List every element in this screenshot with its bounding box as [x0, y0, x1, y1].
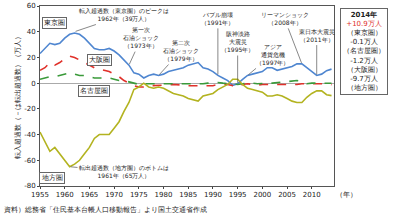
svg-text:20: 20 — [27, 54, 36, 62]
svg-text:転入超過数（東京圏）のピークは1962年（39万人）: 転入超過数（東京圏）のピークは1962年（39万人） — [79, 7, 169, 23]
svg-text:-60: -60 — [24, 157, 35, 165]
svg-text:アジア通貨危機（1997年）: アジア通貨危機（1997年） — [256, 43, 289, 67]
svg-text:1980: 1980 — [155, 191, 173, 199]
svg-text:阪神淡路大震災（1995年）: 阪神淡路大震災（1995年） — [221, 30, 254, 54]
svg-text:名古屋圏: 名古屋圏 — [80, 87, 108, 95]
svg-text:60: 60 — [27, 2, 36, 10]
svg-text:第二次石油ショック（1979年）: 第二次石油ショック（1979年） — [163, 39, 199, 63]
svg-text:2005: 2005 — [278, 191, 296, 199]
svg-text:1985: 1985 — [179, 191, 197, 199]
svg-text:大阪圏: 大阪圏 — [89, 56, 110, 64]
svg-text:2010: 2010 — [303, 191, 321, 199]
svg-text:2000: 2000 — [253, 191, 271, 199]
svg-text:40: 40 — [27, 28, 36, 36]
svg-text:第一次石油ショック（1973年）: 第一次石油ショック（1973年） — [123, 26, 159, 50]
svg-text:資料）総務省「住民基本台帳人口移動報告」より国土交通省作成: 資料）総務省「住民基本台帳人口移動報告」より国土交通省作成 — [4, 206, 207, 214]
svg-text:1955: 1955 — [31, 191, 49, 199]
svg-text:バブル崩壊（1991年）: バブル崩壊（1991年） — [201, 11, 234, 27]
svg-text:転入超過数（－は転出超過数）（万人）: 転入超過数（－は転出超過数）（万人） — [14, 33, 22, 159]
svg-text:-80: -80 — [24, 182, 35, 190]
svg-text:2014年+10.9万人（東京圏）-0.1万人（名古屋圏）-: 2014年+10.9万人（東京圏）-0.1万人（名古屋圏）-1.2万人（大阪圏）… — [343, 11, 385, 92]
svg-text:1960: 1960 — [56, 191, 74, 199]
svg-text:1995: 1995 — [229, 191, 247, 199]
svg-text:0: 0 — [31, 80, 35, 88]
svg-text:-40: -40 — [24, 131, 35, 139]
svg-text:1990: 1990 — [204, 191, 222, 199]
svg-text:東京圏: 東京圏 — [44, 19, 65, 27]
svg-text:-20: -20 — [24, 105, 35, 113]
svg-text:（年）: （年） — [336, 191, 357, 199]
svg-text:東日本大震災（2011年）: 東日本大震災（2011年） — [299, 28, 335, 44]
svg-text:1970: 1970 — [105, 191, 123, 199]
svg-text:地方圏: 地方圏 — [41, 174, 63, 182]
svg-text:1975: 1975 — [130, 191, 148, 199]
svg-text:転出超過数（地方圏）のボトムは1961年（65万人）: 転出超過数（地方圏）のボトムは1961年（65万人） — [79, 164, 169, 180]
svg-text:リーマンショック（2008年）: リーマンショック（2008年） — [261, 11, 309, 27]
svg-text:1965: 1965 — [80, 191, 98, 199]
